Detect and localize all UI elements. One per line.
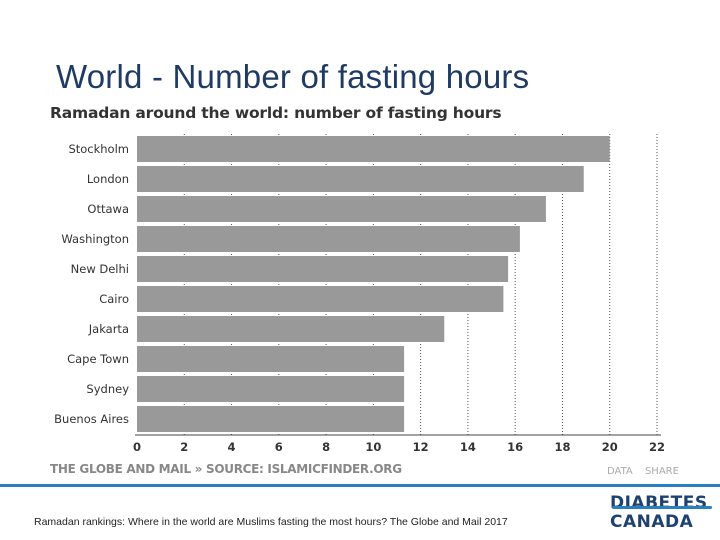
footer-rule: [0, 484, 720, 487]
bar: [137, 196, 546, 222]
bar: [137, 316, 445, 342]
x-tick-label: 0: [133, 440, 141, 454]
x-tick-label: 2: [180, 440, 188, 454]
category-label: Cape Town: [67, 352, 129, 366]
bar: [137, 226, 520, 252]
x-tick-label: 22: [649, 440, 665, 454]
logo-swoosh: [612, 506, 712, 509]
bar: [137, 286, 504, 312]
x-tick-label: 6: [275, 440, 283, 454]
logo-text-line1: DIABETES: [610, 493, 708, 513]
bar: [137, 376, 405, 402]
chart-actions: DATA SHARE: [607, 466, 688, 477]
bar: [137, 136, 610, 162]
x-tick-label: 4: [228, 440, 236, 454]
x-tick-label: 20: [602, 440, 618, 454]
category-label: Cairo: [99, 292, 129, 306]
share-link[interactable]: SHARE: [644, 466, 679, 477]
slide-caption: Ramadan rankings: Where in the world are…: [34, 516, 508, 528]
bar: [137, 346, 405, 372]
category-label: London: [87, 172, 129, 186]
slide-title: World - Number of fasting hours: [56, 58, 530, 95]
category-label: Ottawa: [87, 202, 129, 216]
chart-source: THE GLOBE AND MAIL » SOURCE: ISLAMICFIND…: [50, 462, 402, 476]
x-tick-label: 8: [322, 440, 330, 454]
bar: [137, 166, 584, 192]
x-tick-label: 14: [460, 440, 476, 454]
x-tick-label: 18: [554, 440, 570, 454]
chart-title: Ramadan around the world: number of fast…: [50, 104, 502, 122]
category-label: Buenos Aires: [54, 412, 129, 426]
data-link[interactable]: DATA: [607, 466, 633, 477]
bar: [137, 406, 405, 432]
diabetes-canada-logo: DIABETES CANADA: [610, 494, 714, 534]
category-label: Jakarta: [88, 322, 129, 336]
x-tick-label: 12: [413, 440, 429, 454]
x-tick-label: 10: [365, 440, 381, 454]
category-label: Washington: [61, 232, 129, 246]
category-label: Sydney: [86, 382, 129, 396]
category-label: Stockholm: [68, 142, 129, 156]
bar: [137, 256, 509, 282]
fasting-hours-chart: Stockholm London Ottawa Washington New Delhi…: [54, 134, 665, 454]
x-tick-label: 16: [507, 440, 523, 454]
logo-text-line2: CANADA: [610, 512, 694, 532]
category-label: New Delhi: [71, 262, 129, 276]
